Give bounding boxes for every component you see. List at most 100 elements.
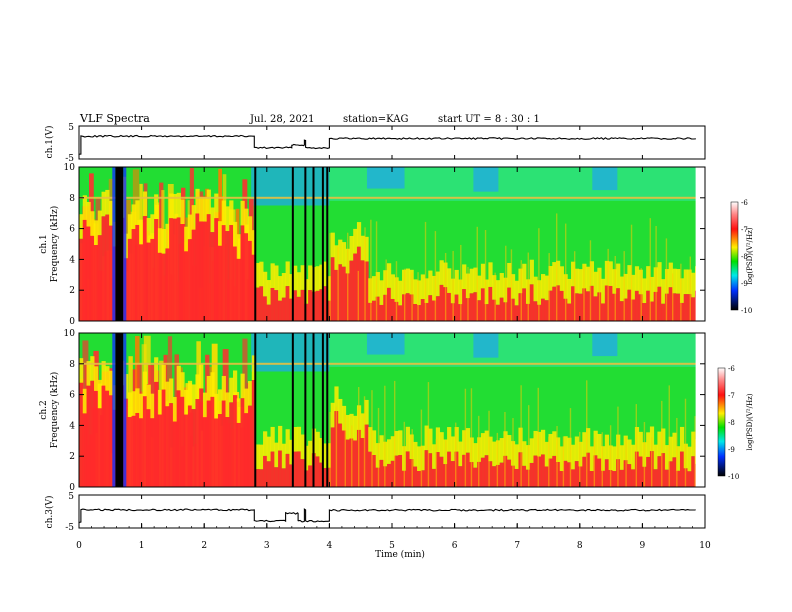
spec-yellow-fringe: [619, 445, 625, 470]
spec-red-band: [499, 462, 504, 487]
spec-ytick-label: 10: [64, 163, 76, 173]
spec-yellow-fringe: [360, 413, 365, 439]
spec-yellow-fringe: [631, 444, 636, 470]
spec-yellow-fringe: [616, 263, 621, 289]
spec-yellow-fringe: [657, 262, 662, 287]
spec-red-band: [473, 292, 478, 321]
spec-yellow-fringe: [187, 380, 193, 406]
spec-red-band: [326, 467, 332, 487]
time-xtick-label: 1: [139, 541, 145, 551]
spec-yellow-fringe: [109, 201, 114, 226]
spec-red-band: [465, 452, 471, 487]
spec-impulse: [411, 429, 413, 487]
spec-red-band: [450, 461, 456, 487]
spec-yellow-fringe: [266, 280, 271, 305]
spec-yellow-fringe: [383, 270, 388, 295]
spec-red-band: [447, 292, 452, 321]
spec-yellow-fringe: [323, 443, 328, 469]
spec-yellow-fringe: [469, 268, 474, 294]
spec-yellow-fringe: [281, 273, 287, 298]
spec-yellow-fringe: [199, 363, 204, 389]
spec-red-band: [379, 304, 384, 321]
spec-gap-column: [115, 333, 124, 487]
spec-yellow-fringe: [184, 226, 189, 252]
spec-red-band: [593, 296, 598, 321]
spec-red-band: [82, 413, 87, 487]
spec-red-band: [217, 245, 223, 321]
spec-impulse: [393, 380, 396, 487]
spec-yellow-fringe: [417, 280, 422, 306]
spec-red-band: [338, 423, 343, 487]
spec-red-band: [127, 238, 133, 321]
spec-yellow-fringe: [623, 273, 628, 299]
spec-red-band: [424, 302, 429, 321]
spec-impulse: [555, 213, 558, 321]
spec-red-band: [589, 285, 595, 321]
spec-yellow-fringe: [495, 280, 501, 305]
spec-gap-column: [304, 333, 307, 487]
spec-yellow-fringe: [202, 196, 208, 222]
spec-red-band: [439, 284, 444, 321]
spec-gap-edge: [112, 333, 116, 487]
spec-red-band: [413, 304, 418, 321]
spec-red-band: [537, 456, 542, 487]
spec-impulse: [363, 396, 366, 487]
spec-red-band: [582, 456, 587, 487]
spec-yellow-fringe: [180, 199, 185, 225]
spec-yellow-fringe: [236, 234, 241, 259]
spec-yellow-fringe: [161, 228, 166, 254]
spec-red-band: [315, 456, 320, 487]
spec-yellow-fringe: [439, 432, 444, 457]
spec-yellow-fringe: [176, 192, 181, 218]
spec-yellow-fringe: [608, 261, 613, 286]
spec-red-band: [432, 468, 437, 487]
spec-red-band: [567, 462, 572, 487]
spec-red-band: [202, 417, 208, 487]
spec-red-band: [86, 226, 91, 321]
spec-red-band: [417, 305, 422, 321]
spec-red-band: [232, 246, 238, 321]
spec-red-band: [161, 389, 166, 487]
spec-red-band: [82, 219, 87, 321]
spec-impulse: [478, 415, 480, 487]
spec-red-band: [341, 266, 347, 321]
spec-red-band: [296, 296, 302, 321]
spec-yellow-fringe: [345, 414, 350, 440]
spec-red-band: [649, 301, 655, 321]
spec-yellow-fringe: [338, 398, 343, 424]
spec-red-band: [559, 471, 564, 487]
spec-red-band: [507, 287, 512, 321]
spec-yellow-fringe: [386, 439, 392, 464]
spec-yellow-fringe: [683, 269, 688, 295]
spec-red-band: [398, 455, 403, 487]
spec-red-band: [225, 417, 230, 487]
spec-yellow-fringe: [330, 232, 335, 258]
spec-red-band: [217, 414, 223, 487]
spec-impulse: [375, 221, 378, 321]
spec-yellow-fringe: [244, 388, 249, 414]
spec-red-band: [428, 295, 433, 321]
spec-red-band: [589, 471, 595, 487]
spec-yellow-fringe: [454, 269, 459, 295]
spec-red-band: [424, 450, 429, 487]
spec-red-band: [394, 455, 399, 487]
spec-yellow-fringe: [462, 430, 467, 455]
spec-red-band: [544, 300, 549, 321]
spec-red-band: [86, 385, 91, 487]
spec-red-band: [244, 233, 249, 321]
spec-yellow-fringe: [360, 235, 365, 261]
spec-impulse: [357, 270, 359, 321]
spec-red-band: [281, 468, 287, 487]
spec-impulse: [384, 385, 386, 487]
ch1-ytick-top: 5: [68, 123, 74, 133]
spec-red-band: [251, 380, 256, 487]
spec-red-band: [353, 440, 358, 487]
spec-impulse: [444, 252, 447, 321]
spec-impulse: [548, 253, 550, 321]
spec-red-band: [612, 293, 617, 321]
spec-yellow-fringe: [225, 392, 230, 418]
spec-yellow-fringe: [462, 264, 467, 290]
spec-red-band: [484, 455, 489, 487]
spec-yellow-fringe: [571, 444, 576, 470]
spec-impulse: [395, 261, 398, 321]
